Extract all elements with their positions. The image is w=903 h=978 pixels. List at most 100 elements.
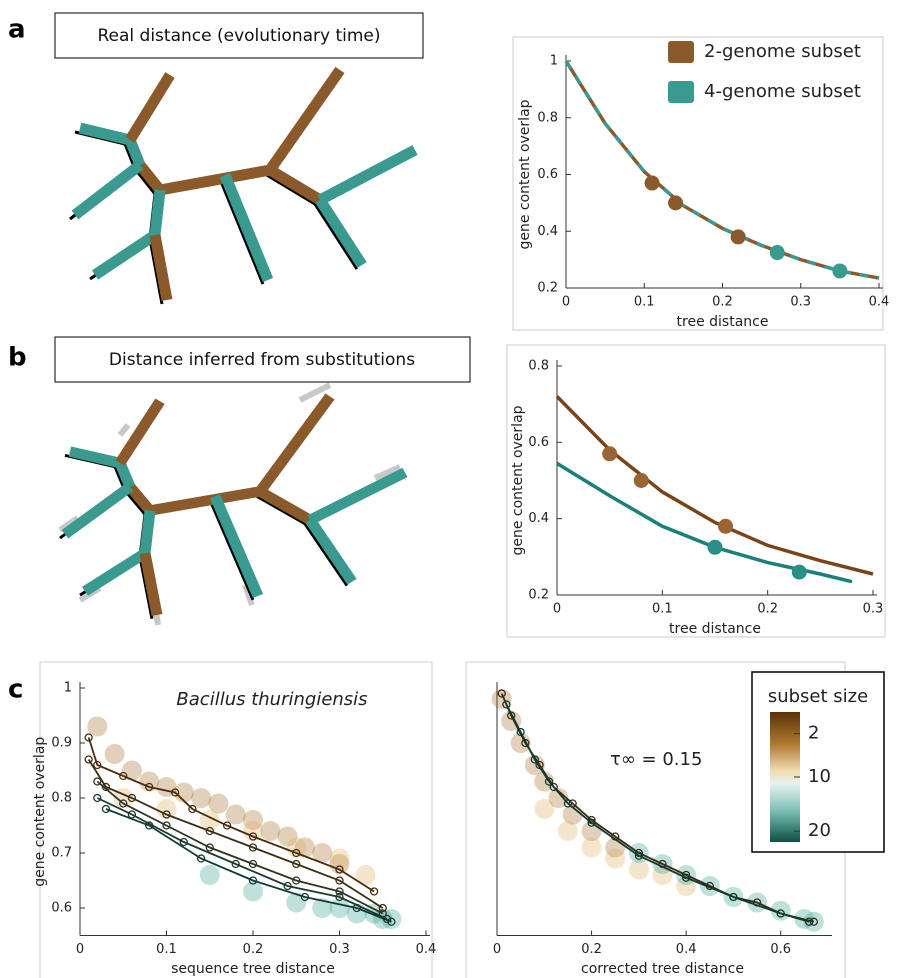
cloud-point	[312, 843, 333, 863]
y-tick-label: 0.8	[528, 359, 549, 374]
series-marker	[292, 859, 301, 869]
colorbar-tick-label: 10	[808, 766, 831, 787]
data-point	[832, 263, 848, 279]
cloud-point	[524, 755, 545, 775]
series-marker	[93, 760, 102, 770]
y-tick-label: 0.9	[51, 736, 72, 751]
cloud-point	[510, 733, 531, 753]
series-marker	[170, 788, 180, 797]
series-marker	[93, 793, 102, 803]
cloud-point	[243, 821, 263, 841]
colorbar-tick-label: 2	[808, 723, 819, 744]
cloud-point	[87, 716, 108, 737]
cloud-point	[581, 837, 602, 858]
x-tick-label: 0.1	[156, 942, 177, 957]
x-tick-label: 0.3	[790, 295, 811, 310]
series-marker	[292, 876, 301, 885]
series-marker	[497, 689, 506, 698]
y-tick-label: 0.6	[528, 435, 549, 450]
y-tick-label: 0.2	[537, 281, 558, 296]
cloud-point	[355, 865, 376, 885]
series-marker	[335, 876, 344, 885]
caption: Real distance (evolutionary time)	[97, 26, 380, 46]
series-marker	[300, 892, 310, 902]
annotation: τ∞ = 0.15	[610, 749, 702, 770]
series-marker	[101, 804, 111, 814]
legend-label: 2-genome subset	[704, 41, 861, 62]
cloud-point	[191, 788, 212, 808]
cloud-point	[286, 837, 307, 858]
series-marker	[535, 760, 544, 770]
series-line	[105, 808, 392, 923]
y-axis-title: gene content overlap	[32, 737, 48, 887]
x-tick-label: 0.6	[770, 942, 791, 957]
series-marker	[516, 727, 525, 737]
series-marker	[205, 843, 214, 852]
cloud-point	[534, 771, 555, 792]
x-tick-label: 0	[76, 942, 84, 957]
series-line	[87, 759, 384, 909]
y-tick-label: 1	[550, 54, 558, 69]
data-point	[730, 229, 746, 245]
series-marker	[145, 782, 154, 792]
x-tick-label: 0	[562, 295, 570, 310]
cloud-point	[104, 744, 125, 764]
series-marker	[502, 700, 511, 709]
data-point	[718, 518, 734, 534]
data-point	[602, 446, 618, 462]
series-marker	[352, 903, 361, 913]
x-tick-label: 0.1	[634, 295, 655, 310]
series-marker	[179, 837, 188, 847]
cloud-point	[605, 848, 626, 869]
x-tick-label: 0.3	[863, 602, 884, 617]
y-tick-label: 0.8	[537, 110, 558, 125]
y-tick-label: 1	[64, 681, 72, 696]
tree-inferred	[60, 397, 405, 619]
series-marker	[205, 826, 214, 836]
y-tick-label: 0.4	[528, 511, 549, 526]
panel-label: c	[8, 675, 23, 705]
series-marker	[776, 909, 785, 918]
cloud-point	[346, 903, 367, 924]
series-marker	[119, 771, 128, 781]
x-axis-title: tree distance	[669, 621, 761, 637]
x-tick-label: 0.2	[581, 942, 602, 957]
cloud-point	[312, 898, 333, 918]
series-marker	[634, 851, 644, 860]
x-tick-label: 0	[493, 942, 501, 957]
colorbar-title: subset size	[768, 686, 868, 707]
chart-frame	[512, 36, 884, 331]
cloud-point	[156, 799, 177, 819]
cloud-point	[156, 777, 177, 797]
panel-label: b	[8, 343, 27, 373]
series-marker	[84, 733, 93, 742]
series-marker	[681, 873, 691, 882]
series-line	[96, 797, 388, 920]
series-marker	[335, 887, 344, 896]
x-axis-title: sequence tree distance	[171, 961, 335, 977]
panel-label: a	[8, 15, 26, 45]
data-point	[791, 564, 807, 580]
y-tick-label: 0.6	[51, 901, 72, 916]
x-axis-title: tree distance	[677, 314, 769, 330]
fit-curve	[564, 60, 880, 280]
series-marker	[292, 848, 301, 858]
x-tick-label: 0	[553, 602, 561, 617]
legend-label: 4-genome subset	[704, 81, 861, 102]
cloud-point	[329, 854, 350, 874]
cloud-point	[286, 892, 307, 913]
series-marker	[283, 881, 292, 891]
series-marker	[335, 892, 344, 902]
y-tick-label: 0.6	[537, 167, 558, 182]
x-tick-label: 0.1	[652, 602, 673, 617]
cloud-point	[329, 848, 350, 869]
series-marker	[248, 832, 258, 841]
series-marker	[162, 821, 171, 830]
series-marker	[530, 755, 539, 764]
series-line	[505, 704, 810, 923]
series-marker	[127, 793, 137, 803]
series-marker	[335, 865, 344, 874]
data-point	[707, 539, 723, 555]
y-tick-label: 0.7	[51, 846, 72, 861]
tree-real	[70, 70, 415, 304]
